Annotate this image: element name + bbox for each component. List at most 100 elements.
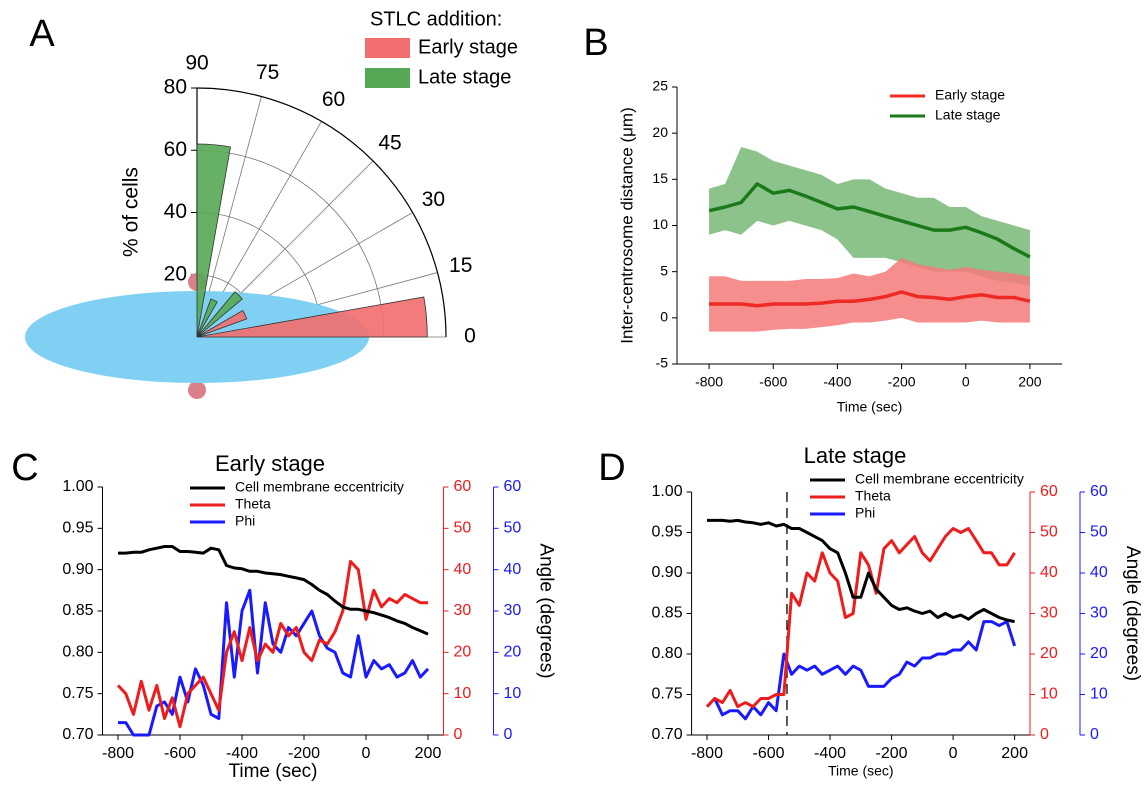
centrosome [188,381,206,399]
panel-label: B [583,22,608,64]
y3-tick-label: 10 [504,685,522,702]
y3-tick-label: 40 [1090,564,1108,581]
legend-title: STLC addition: [370,8,502,30]
panel-label: D [598,447,625,489]
y-tick-label: 25 [652,78,668,94]
y-tick-label: 0.80 [651,645,682,662]
y3-tick-label: 50 [504,520,522,537]
theta-tick-label: 15 [449,254,472,277]
y-axis-label: Inter-centrosome distance (μm) [617,107,636,344]
y-tick-label: 0.75 [62,685,93,702]
y-tick-label: 0.95 [62,520,93,537]
band [709,147,1030,286]
line [118,545,429,636]
y-tick-label: 0.80 [62,644,93,661]
y-tick-label: 1.00 [62,478,93,495]
y-tick-label: 0.85 [62,602,93,619]
y2-tick-label: 30 [454,602,472,619]
y-tick-label: 5 [660,262,668,278]
y3-tick-label: 0 [504,726,513,743]
x-tick-label: -800 [102,745,134,762]
x-tick-label: 200 [1001,745,1028,762]
y3-tick-label: 0 [1090,726,1099,743]
x-tick-label: -600 [759,374,787,390]
y2-axis-label: Angle (degrees) [1122,546,1143,681]
x-axis-label: Time (sec) [837,399,903,415]
line [118,588,430,737]
legend-label: Theta [855,488,891,504]
x-tick-label: -200 [288,745,320,762]
y-tick-label: 15 [652,170,668,186]
line [708,182,1031,259]
r-tick-label: 20 [164,262,187,285]
y2-tick-label: 20 [1040,645,1058,662]
y3-tick-label: 60 [504,478,522,495]
y2-axis-label: Angle (degrees) [535,543,556,678]
theta-tick-label: 60 [322,88,345,111]
legend-swatch [365,38,410,58]
y-tick-label: 0.90 [62,561,93,578]
x-tick-label: -800 [695,374,723,390]
panel-label: C [11,447,38,489]
x-tick-label: 0 [962,374,970,390]
y2-tick-label: 30 [1040,605,1058,622]
chart-title: Late stage [804,443,907,468]
legend-label: Phi [235,513,255,529]
legend-label: Early stage [418,36,518,58]
x-tick-label: -400 [814,745,846,762]
polar-bar [196,291,243,338]
x-tick-label: -200 [888,374,916,390]
legend-label: Cell membrane eccentricity [235,479,404,495]
r-tick-label: 80 [164,76,187,99]
polar-bar [196,309,248,338]
r-tick-label: 60 [164,138,187,161]
x-tick-label: -600 [752,745,784,762]
x-tick-label: -600 [164,745,196,762]
line [705,527,1016,709]
y3-tick-label: 10 [1090,686,1108,703]
polar-bar [196,296,428,338]
band [709,257,1030,332]
y-tick-label: 0.85 [651,605,682,622]
x-tick-label: 0 [362,745,371,762]
r-tick-label: 40 [164,200,187,223]
line [705,620,1017,721]
legend-label: Cell membrane eccentricity [855,471,1024,487]
y3-tick-label: 40 [504,561,522,578]
line [709,290,1031,308]
legend-label: Phi [855,505,875,521]
legend-swatch [365,68,410,88]
y3-tick-label: 20 [1090,645,1108,662]
y2-tick-label: 0 [454,726,463,743]
x-axis-label: Time (sec) [228,761,317,782]
y-tick-label: -5 [656,355,669,371]
y2-tick-label: 60 [454,478,472,495]
y3-tick-label: 60 [1090,483,1108,500]
y3-tick-label: 50 [1090,524,1108,541]
chart-title: Early stage [215,451,325,476]
legend-label: Late stage [418,66,511,88]
y-tick-label: 0.90 [651,564,682,581]
y2-tick-label: 0 [1040,726,1049,743]
outer-arc [196,87,447,338]
r-axis-label: % of cells [120,167,143,257]
legend-label: Theta [235,496,271,512]
y2-tick-label: 20 [454,644,472,661]
y-tick-label: 0.95 [651,524,682,541]
line [116,559,428,729]
legend-label: Late stage [935,107,1001,123]
legend-label: Early stage [935,87,1005,103]
theta-tick-label: 30 [422,188,445,211]
x-tick-label: 200 [1018,374,1042,390]
x-tick-label: -800 [691,745,723,762]
y2-tick-label: 60 [1040,483,1058,500]
y-tick-label: 10 [652,216,668,232]
x-tick-label: -200 [876,745,908,762]
y2-tick-label: 50 [454,520,472,537]
y-tick-label: 0.75 [651,686,682,703]
theta-tick-label: 45 [378,132,401,155]
y2-tick-label: 50 [1040,524,1058,541]
y2-tick-label: 40 [454,561,472,578]
theta-tick-label: 75 [256,61,279,84]
y-tick-label: 20 [652,124,668,140]
